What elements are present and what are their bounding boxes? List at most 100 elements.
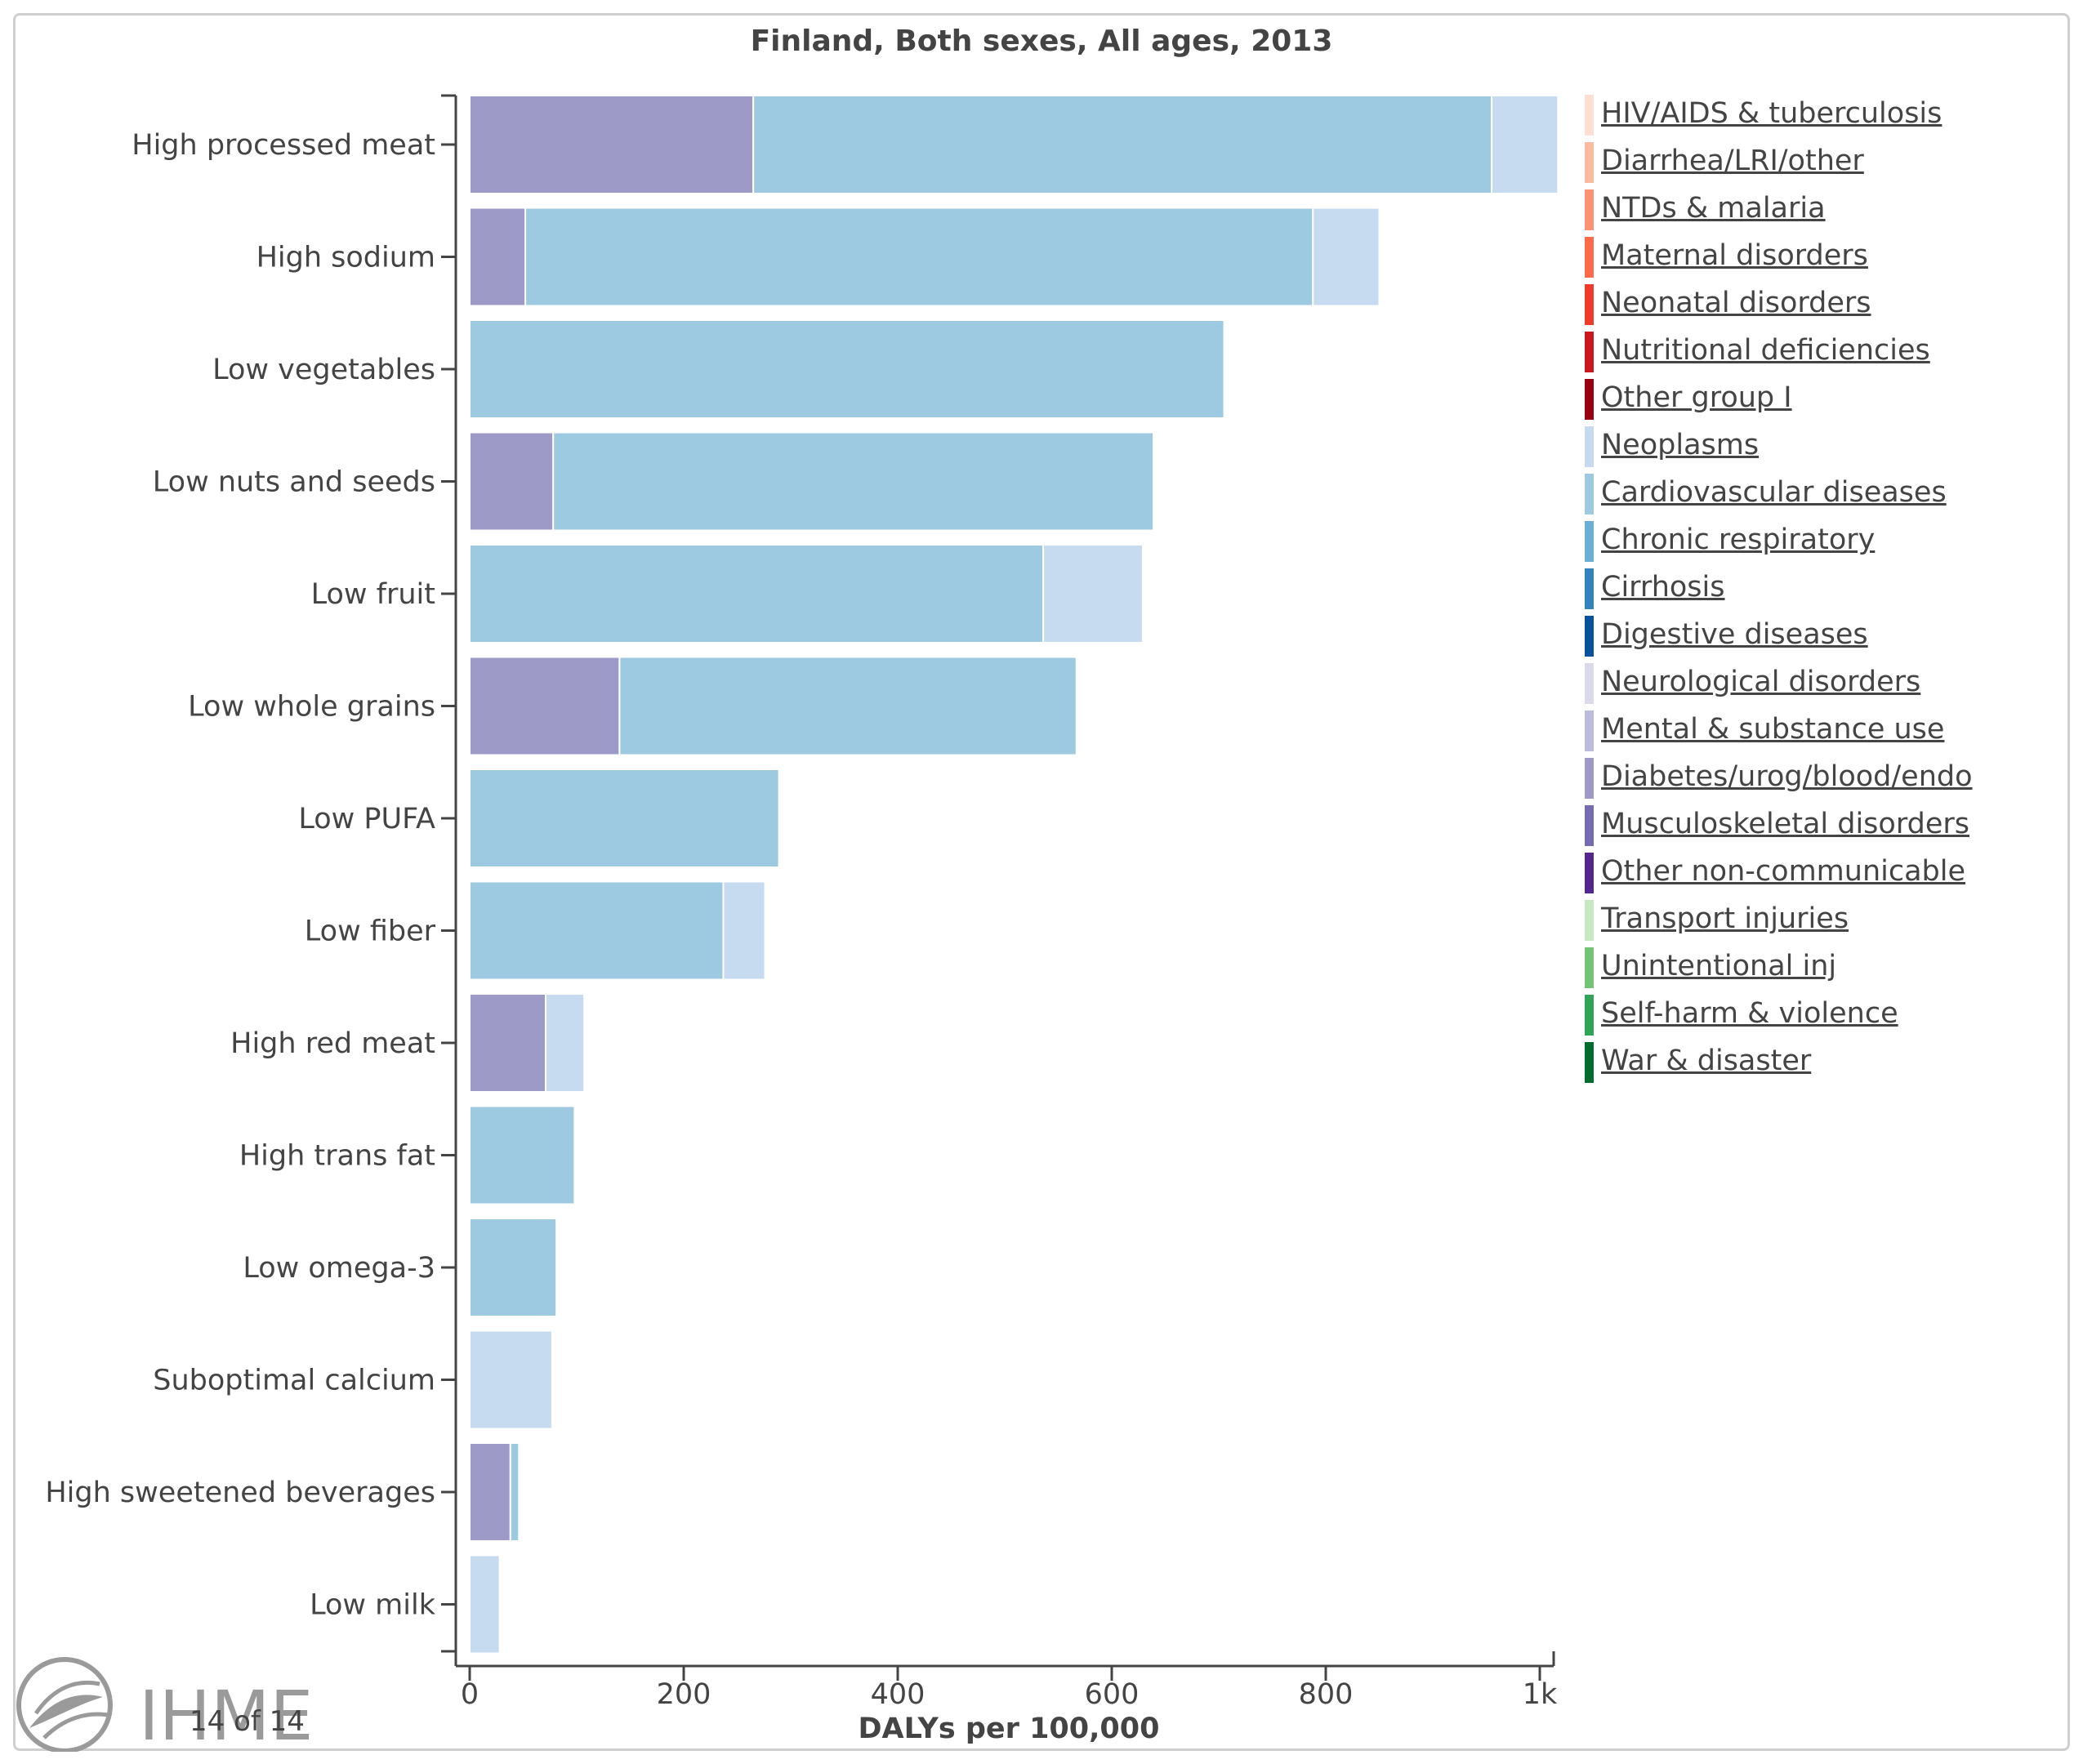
y-tick-label: Low nuts and seeds bbox=[153, 466, 435, 499]
legend-item[interactable]: Other non-communicable bbox=[1585, 849, 2042, 897]
legend-label[interactable]: Unintentional inj bbox=[1601, 944, 1836, 988]
legend-label[interactable]: Cardiovascular diseases bbox=[1601, 470, 1947, 514]
legend-item[interactable]: Cardiovascular diseases bbox=[1585, 470, 2042, 518]
legend-item[interactable]: Unintentional inj bbox=[1585, 944, 2042, 991]
legend-item[interactable]: Digestive diseases bbox=[1585, 612, 2042, 660]
legend-label[interactable]: Other non-communicable bbox=[1601, 849, 1965, 893]
legend-item[interactable]: Maternal disorders bbox=[1585, 234, 2042, 281]
legend-item[interactable]: NTDs & malaria bbox=[1585, 186, 2042, 234]
bar-segment[interactable] bbox=[546, 994, 584, 1092]
bar-segment[interactable] bbox=[553, 433, 1153, 531]
legend-swatch bbox=[1585, 616, 1594, 657]
bar-segment[interactable] bbox=[619, 657, 1076, 755]
legend-item[interactable]: Chronic respiratory bbox=[1585, 518, 2042, 565]
bar-segment[interactable] bbox=[470, 1218, 556, 1316]
legend-label[interactable]: Diabetes/urog/blood/endo bbox=[1601, 755, 1973, 799]
legend-label[interactable]: Maternal disorders bbox=[1601, 234, 1868, 278]
legend-label[interactable]: NTDs & malaria bbox=[1601, 186, 1826, 230]
bar-segment[interactable] bbox=[470, 208, 525, 306]
legend-label[interactable]: Neurological disorders bbox=[1601, 660, 1920, 704]
legend-swatch bbox=[1585, 853, 1594, 893]
page-counter: 14 of 14 bbox=[190, 1705, 305, 1738]
legend-label[interactable]: Diarrhea/LRI/other bbox=[1601, 139, 1864, 183]
legend-swatch bbox=[1585, 758, 1594, 799]
legend-item[interactable]: Transport injuries bbox=[1585, 897, 2042, 944]
legend-label[interactable]: HIV/AIDS & tuberculosis bbox=[1601, 91, 1942, 136]
legend-swatch bbox=[1585, 568, 1594, 609]
x-axis: 0 200 400 600 800 1k bbox=[456, 1651, 1558, 1711]
legend-swatch bbox=[1585, 710, 1594, 751]
bar-segment[interactable] bbox=[1313, 208, 1379, 306]
legend-swatch bbox=[1585, 95, 1594, 136]
y-tick-label: High processed meat bbox=[132, 129, 435, 162]
bar-segment[interactable] bbox=[470, 882, 723, 980]
legend-label[interactable]: Neonatal disorders bbox=[1601, 281, 1871, 325]
legend-item[interactable]: Musculoskeletal disorders bbox=[1585, 802, 2042, 849]
bar-segment[interactable] bbox=[470, 433, 553, 531]
y-axis: High processed meat High sodium Low vegeta… bbox=[45, 96, 456, 1651]
legend-swatch bbox=[1585, 474, 1594, 514]
x-tick-label: 800 bbox=[1299, 1678, 1354, 1711]
legend-label[interactable]: Transport injuries bbox=[1601, 897, 1849, 941]
bar-segment[interactable] bbox=[470, 320, 1224, 418]
bar-segment[interactable] bbox=[470, 1556, 500, 1654]
y-tick-label: Low omega-3 bbox=[243, 1252, 435, 1285]
legend-swatch bbox=[1585, 284, 1594, 325]
legend-item[interactable]: HIV/AIDS & tuberculosis bbox=[1585, 91, 2042, 139]
legend-swatch bbox=[1585, 189, 1594, 230]
y-tick-label: High trans fat bbox=[239, 1140, 435, 1173]
legend-item[interactable]: Mental & substance use bbox=[1585, 707, 2042, 755]
legend-label[interactable]: Nutritional deficiencies bbox=[1601, 328, 1930, 372]
bar-segment[interactable] bbox=[470, 657, 619, 755]
legend-label[interactable]: Neoplasms bbox=[1601, 423, 1759, 467]
x-tick-label: 400 bbox=[871, 1678, 926, 1711]
chart-title: Finland, Both sexes, All ages, 2013 bbox=[751, 24, 1333, 58]
ihme-logo-icon bbox=[19, 1659, 110, 1751]
bar-segment[interactable] bbox=[1043, 545, 1143, 643]
y-tick-label: High sodium bbox=[256, 242, 435, 274]
bar-segment[interactable] bbox=[470, 1107, 574, 1205]
legend-swatch bbox=[1585, 900, 1594, 941]
bar-segment[interactable] bbox=[470, 1331, 552, 1429]
bar-segment[interactable] bbox=[525, 208, 1313, 306]
legend-item[interactable]: Nutritional deficiencies bbox=[1585, 328, 2042, 376]
bar-segment[interactable] bbox=[753, 96, 1492, 194]
legend-item[interactable]: Diarrhea/LRI/other bbox=[1585, 139, 2042, 186]
bar-segment[interactable] bbox=[470, 545, 1043, 643]
legend-item[interactable]: Other group I bbox=[1585, 376, 2042, 423]
bar-segment[interactable] bbox=[470, 769, 779, 867]
x-axis-label: DALYs per 100,000 bbox=[858, 1713, 1159, 1745]
legend-item[interactable]: War & disaster bbox=[1585, 1039, 2042, 1086]
legend-label[interactable]: Chronic respiratory bbox=[1601, 518, 1875, 562]
legend-item[interactable]: Self-harm & violence bbox=[1585, 991, 2042, 1039]
legend-label[interactable]: Mental & substance use bbox=[1601, 707, 1944, 751]
legend-swatch bbox=[1585, 142, 1594, 183]
legend-label[interactable]: Digestive diseases bbox=[1601, 612, 1868, 657]
bar-area bbox=[470, 96, 1558, 1654]
bar-segment[interactable] bbox=[723, 882, 765, 980]
bar-segment[interactable] bbox=[511, 1443, 519, 1541]
legend-item[interactable]: Neurological disorders bbox=[1585, 660, 2042, 707]
y-tick-label: Low PUFA bbox=[298, 803, 435, 835]
legend-item[interactable]: Diabetes/urog/blood/endo bbox=[1585, 755, 2042, 802]
legend: HIV/AIDS & tuberculosis Diarrhea/LRI/othe… bbox=[1585, 91, 2042, 1086]
y-tick-label: High red meat bbox=[230, 1027, 435, 1060]
bar-segment[interactable] bbox=[470, 96, 753, 194]
legend-item[interactable]: Neoplasms bbox=[1585, 423, 2042, 470]
legend-label[interactable]: Cirrhosis bbox=[1601, 565, 1725, 609]
legend-item[interactable]: Neonatal disorders bbox=[1585, 281, 2042, 328]
legend-label[interactable]: Self-harm & violence bbox=[1601, 991, 1898, 1036]
legend-swatch bbox=[1585, 947, 1594, 988]
x-tick-label: 0 bbox=[461, 1678, 479, 1711]
bar-segment[interactable] bbox=[1492, 96, 1558, 194]
legend-swatch bbox=[1585, 521, 1594, 562]
x-tick-label: 200 bbox=[657, 1678, 711, 1711]
bar-segment[interactable] bbox=[470, 1443, 511, 1541]
x-tick-label: 1k bbox=[1523, 1678, 1558, 1711]
legend-label[interactable]: Other group I bbox=[1601, 376, 1792, 420]
legend-label[interactable]: War & disaster bbox=[1601, 1039, 1811, 1083]
legend-swatch bbox=[1585, 805, 1594, 846]
bar-segment[interactable] bbox=[470, 994, 546, 1092]
legend-item[interactable]: Cirrhosis bbox=[1585, 565, 2042, 612]
legend-label[interactable]: Musculoskeletal disorders bbox=[1601, 802, 1969, 846]
